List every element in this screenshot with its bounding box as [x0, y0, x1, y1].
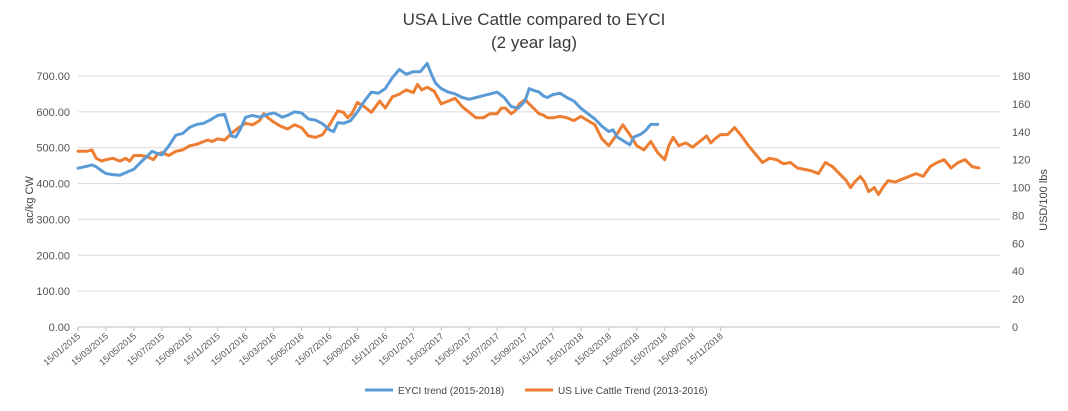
- right-tick-label: 80: [1012, 210, 1024, 222]
- left-tick-label: 0.00: [49, 322, 70, 334]
- left-tick-label: 200.00: [36, 250, 70, 262]
- left-axis-title: ac/kg CW: [24, 176, 36, 224]
- left-tick-label: 500.00: [36, 143, 70, 155]
- x-axis: 15/01/201515/03/201515/05/201515/07/2015…: [41, 326, 1000, 367]
- right-tick-label: 0: [1012, 322, 1018, 334]
- right-tick-label: 120: [1012, 155, 1030, 167]
- left-y-axis: 0.00 100.00 200.00 300.00 400.00 500.00 600.00…: [36, 71, 70, 334]
- legend: EYCI trend (2015-2018) US Live Cattle Tr…: [365, 386, 708, 397]
- chart-title: USA Live Cattle compared to EYCI: [403, 10, 666, 29]
- legend-label-eyci: EYCI trend (2015-2018): [398, 386, 504, 397]
- right-tick-label: 140: [1012, 127, 1030, 139]
- left-tick-label: 400.00: [36, 179, 70, 191]
- right-tick-label: 160: [1012, 99, 1030, 111]
- right-tick-label: 180: [1012, 71, 1030, 83]
- series-line-eyci: [76, 61, 660, 177]
- series-line-us-cattle: [76, 82, 981, 196]
- left-tick-label: 100.00: [36, 286, 70, 298]
- gridlines: [78, 75, 1000, 328]
- right-axis-title: USD/100 lbs: [1038, 169, 1050, 231]
- chart-subtitle: (2 year lag): [491, 33, 577, 52]
- series-layer: [76, 61, 981, 196]
- right-tick-label: 40: [1012, 266, 1024, 278]
- right-tick-label: 20: [1012, 294, 1024, 306]
- right-tick-label: 100: [1012, 183, 1030, 195]
- left-tick-label: 700.00: [36, 71, 70, 83]
- right-tick-label: 60: [1012, 238, 1024, 250]
- right-y-axis: 0 20 40 60 80 100 120 140 160 180: [1012, 71, 1030, 334]
- left-tick-label: 600.00: [36, 107, 70, 119]
- left-tick-label: 300.00: [36, 214, 70, 226]
- legend-label-us-cattle: US Live Cattle Trend (2013-2016): [558, 386, 708, 397]
